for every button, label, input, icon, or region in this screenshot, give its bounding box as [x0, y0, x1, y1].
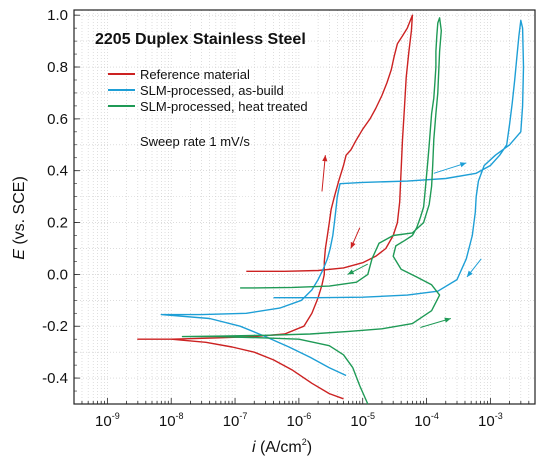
- x-tick-base: 10: [478, 413, 495, 430]
- y-tick-label: 0.4: [47, 163, 68, 180]
- x-tick-exponent: -8: [176, 411, 184, 421]
- y-tick-label: -0.4: [42, 370, 68, 387]
- series-group: [137, 14, 525, 405]
- legend-label-reference: Reference material: [140, 67, 250, 82]
- y-tick-label: 0.2: [47, 215, 68, 232]
- y-tick-label: 1.0: [47, 7, 68, 24]
- x-tick-base: 10: [350, 413, 367, 430]
- sweep-rate-annotation: Sweep rate 1 mV/s: [140, 134, 250, 149]
- y-axis-unit: (vs. SCE): [11, 176, 28, 249]
- x-axis-unit-exponent: 2: [302, 437, 307, 447]
- plot-frame: [73, 9, 536, 405]
- legend-label-as-build: SLM-processed, as-build: [140, 83, 284, 98]
- y-tick-label: 0.6: [47, 111, 68, 128]
- arrow-shaft: [321, 155, 326, 192]
- x-tick-label: 10-8: [159, 411, 184, 430]
- x-tick-exponent: -4: [431, 411, 439, 421]
- arrow-head: [322, 155, 328, 162]
- x-tick-exponent: -6: [303, 411, 311, 421]
- arrow-head: [347, 269, 355, 275]
- arrow-head: [459, 162, 467, 168]
- legend-label-heat-treated: SLM-processed, heat treated: [140, 99, 308, 114]
- x-tick-label: 10-7: [223, 411, 248, 430]
- x-tick-exponent: -3: [495, 411, 503, 421]
- axis-ticks: 10-9 10-8 10-7 10-6 10-5 10-4 10-31.00.80.60.4…: [42, 7, 536, 430]
- arrow-head: [466, 270, 473, 277]
- series-heat-treated-line: [181, 17, 442, 405]
- direction-arrow: [433, 162, 467, 174]
- x-tick-label: 10-5: [350, 411, 375, 430]
- x-tick-label: 10-3: [478, 411, 503, 430]
- arrow-head: [444, 317, 451, 323]
- series-as-build-line: [160, 19, 525, 377]
- direction-arrow: [321, 155, 328, 192]
- y-axis-variable: E: [11, 249, 28, 260]
- y-tick-label: 0.8: [47, 59, 68, 76]
- direction-arrow: [347, 263, 368, 275]
- x-tick-label: 10-9: [95, 411, 120, 430]
- direction-arrow: [350, 227, 361, 249]
- x-tick-exponent: -9: [112, 411, 120, 421]
- x-tick-base: 10: [414, 413, 431, 430]
- legend: Reference material SLM-processed, as-bui…: [108, 67, 308, 114]
- x-axis-unit-close: ): [307, 439, 312, 456]
- x-tick-exponent: -7: [239, 411, 247, 421]
- x-tick-label: 10-4: [414, 411, 439, 430]
- arrows-group: [321, 155, 482, 329]
- y-tick-label: 0.0: [47, 266, 68, 283]
- x-tick-base: 10: [287, 413, 304, 430]
- x-axis-title: i (A/cm2): [252, 437, 312, 456]
- x-axis-variable: i: [252, 439, 256, 456]
- series-reference-line: [137, 14, 414, 400]
- grid: [73, 10, 536, 405]
- y-axis-title: E (vs. SCE): [11, 176, 28, 260]
- x-tick-base: 10: [223, 413, 240, 430]
- x-tick-base: 10: [159, 413, 176, 430]
- x-axis-unit: (A/cm: [256, 439, 302, 456]
- direction-arrow: [466, 258, 482, 278]
- arrow-head: [350, 241, 356, 249]
- x-tick-exponent: -5: [367, 411, 375, 421]
- y-tick-label: -0.2: [42, 318, 68, 335]
- chart-title: 2205 Duplex Stainless Steel: [95, 31, 306, 48]
- x-tick-base: 10: [95, 413, 112, 430]
- x-tick-label: 10-6: [287, 411, 312, 430]
- direction-arrow: [420, 317, 451, 329]
